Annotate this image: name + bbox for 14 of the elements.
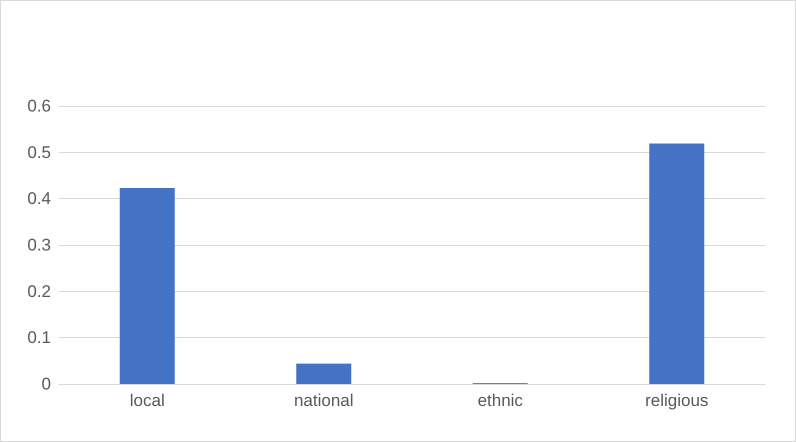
y-tick-label: 0.5 — [27, 142, 51, 162]
y-tick-label: 0.4 — [27, 189, 51, 208]
x-tick-label: ethnic — [478, 391, 524, 410]
x-tick-label: national — [294, 391, 354, 410]
bar — [296, 364, 352, 384]
y-tick-label: 0.3 — [27, 236, 51, 254]
y-tick-label: 0.6 — [27, 96, 51, 116]
y-tick-label: 0 — [42, 374, 51, 394]
x-tick-label: religious — [645, 391, 708, 410]
bar — [120, 188, 175, 384]
y-tick-label: 0.1 — [27, 328, 51, 348]
x-tick-label: local — [130, 391, 165, 410]
bar — [649, 144, 704, 384]
y-tick-label: 0.2 — [27, 282, 51, 301]
